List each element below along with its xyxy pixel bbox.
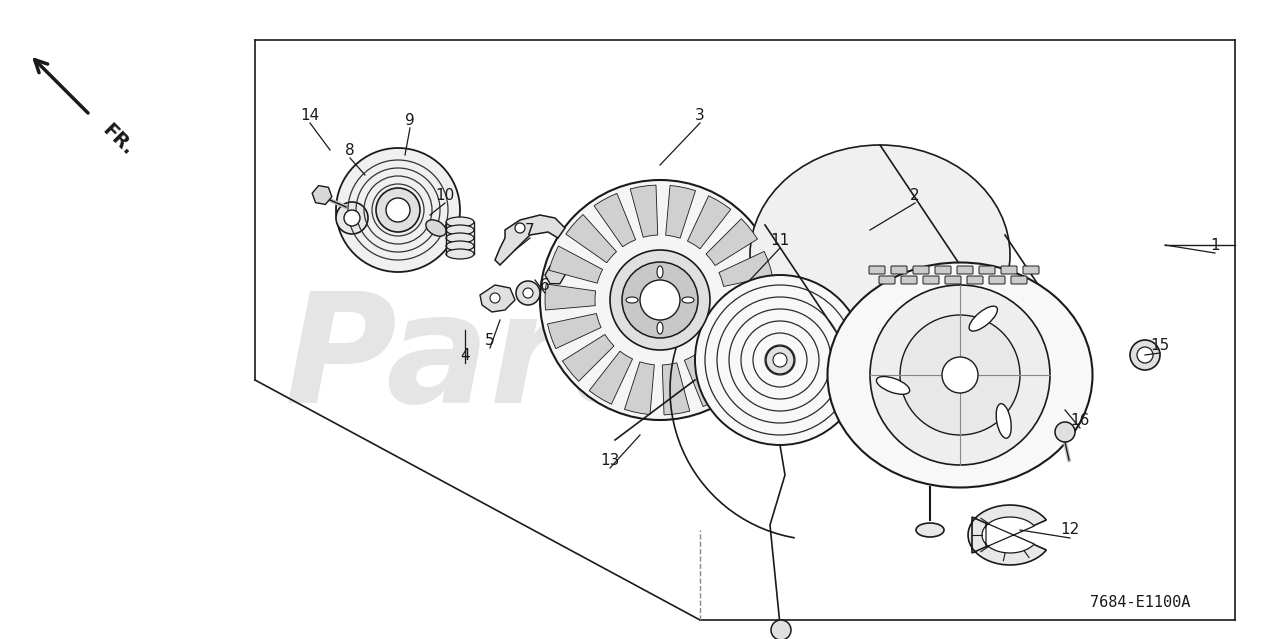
FancyBboxPatch shape (934, 266, 951, 274)
Text: 14: 14 (301, 107, 320, 123)
Circle shape (344, 210, 360, 226)
Polygon shape (719, 251, 773, 286)
Circle shape (773, 353, 787, 367)
Circle shape (1130, 340, 1160, 370)
Ellipse shape (827, 263, 1093, 488)
Text: 2: 2 (910, 187, 920, 203)
Ellipse shape (445, 225, 474, 235)
Ellipse shape (626, 297, 637, 303)
FancyBboxPatch shape (913, 266, 929, 274)
Polygon shape (704, 337, 754, 385)
Polygon shape (724, 290, 774, 316)
Circle shape (611, 250, 710, 350)
Ellipse shape (445, 233, 474, 243)
Polygon shape (549, 246, 603, 283)
Ellipse shape (657, 266, 663, 278)
Text: 1: 1 (1210, 238, 1220, 252)
Circle shape (1055, 422, 1075, 442)
FancyBboxPatch shape (869, 266, 884, 274)
Ellipse shape (916, 523, 945, 537)
FancyBboxPatch shape (891, 266, 908, 274)
Text: TM: TM (870, 300, 895, 318)
Circle shape (335, 148, 460, 272)
FancyBboxPatch shape (1011, 276, 1027, 284)
Ellipse shape (750, 145, 1010, 365)
Polygon shape (545, 284, 595, 310)
Polygon shape (625, 362, 654, 415)
Text: 16: 16 (1070, 413, 1089, 427)
Text: 11: 11 (771, 233, 790, 247)
Polygon shape (662, 363, 690, 415)
Ellipse shape (682, 297, 694, 303)
Polygon shape (548, 314, 602, 349)
Polygon shape (312, 185, 332, 204)
Text: 10: 10 (435, 187, 454, 203)
Ellipse shape (445, 217, 474, 227)
Polygon shape (687, 196, 731, 249)
Circle shape (640, 280, 680, 320)
Polygon shape (480, 285, 515, 312)
Text: FR.: FR. (99, 120, 137, 159)
FancyBboxPatch shape (966, 276, 983, 284)
Text: 7684-E1100A: 7684-E1100A (1089, 595, 1190, 610)
FancyBboxPatch shape (1001, 266, 1018, 274)
FancyBboxPatch shape (879, 276, 895, 284)
Ellipse shape (445, 249, 474, 259)
Polygon shape (968, 505, 1046, 565)
Polygon shape (717, 317, 771, 354)
Text: 15: 15 (1151, 337, 1170, 353)
Circle shape (622, 262, 698, 338)
Circle shape (516, 281, 540, 305)
FancyBboxPatch shape (1023, 266, 1039, 274)
Polygon shape (630, 185, 658, 237)
Circle shape (870, 285, 1050, 465)
Circle shape (540, 180, 780, 420)
Ellipse shape (426, 220, 447, 236)
Circle shape (524, 288, 532, 298)
Text: 13: 13 (600, 452, 620, 468)
Circle shape (765, 346, 794, 374)
Circle shape (387, 198, 410, 222)
Circle shape (695, 275, 865, 445)
Polygon shape (666, 185, 695, 238)
Circle shape (942, 357, 978, 393)
Circle shape (515, 223, 525, 233)
Text: 6: 6 (540, 277, 550, 293)
Ellipse shape (969, 306, 997, 331)
Text: PartsTre: PartsTre (284, 286, 996, 435)
FancyBboxPatch shape (957, 266, 973, 274)
Circle shape (900, 315, 1020, 435)
Ellipse shape (445, 241, 474, 251)
Circle shape (490, 293, 500, 303)
Polygon shape (562, 334, 614, 381)
Polygon shape (545, 266, 564, 284)
Polygon shape (982, 517, 1034, 553)
FancyBboxPatch shape (989, 276, 1005, 284)
FancyBboxPatch shape (901, 276, 916, 284)
Text: 8: 8 (346, 142, 355, 157)
FancyBboxPatch shape (979, 266, 995, 274)
Ellipse shape (996, 404, 1011, 438)
Polygon shape (589, 351, 632, 404)
Ellipse shape (657, 322, 663, 334)
Polygon shape (495, 215, 564, 265)
Polygon shape (685, 353, 726, 406)
Text: 5: 5 (485, 332, 495, 348)
Polygon shape (566, 215, 617, 263)
Text: 4: 4 (461, 348, 470, 362)
Text: 9: 9 (406, 112, 415, 128)
Circle shape (1137, 347, 1153, 363)
Circle shape (335, 202, 369, 234)
Circle shape (771, 620, 791, 639)
Polygon shape (594, 194, 636, 247)
Polygon shape (707, 219, 758, 266)
Text: 3: 3 (695, 107, 705, 123)
Text: 7: 7 (525, 222, 535, 238)
Text: 12: 12 (1060, 523, 1079, 537)
FancyBboxPatch shape (923, 276, 940, 284)
FancyBboxPatch shape (945, 276, 961, 284)
Circle shape (376, 188, 420, 232)
Ellipse shape (877, 376, 910, 394)
